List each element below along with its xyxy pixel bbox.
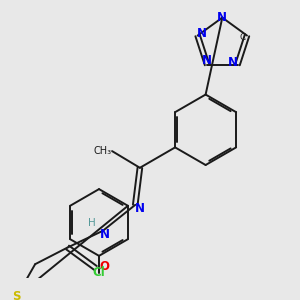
Text: N: N: [135, 202, 145, 215]
Text: O: O: [100, 260, 110, 272]
Text: S: S: [12, 290, 21, 300]
Text: N: N: [217, 11, 227, 24]
Text: C: C: [239, 33, 245, 42]
Text: N: N: [197, 27, 207, 40]
Text: H: H: [88, 218, 96, 228]
Text: N: N: [228, 56, 238, 69]
Text: N: N: [202, 54, 212, 68]
Text: CH₃: CH₃: [94, 146, 112, 156]
Text: N: N: [100, 228, 110, 241]
Text: Cl: Cl: [93, 266, 105, 279]
